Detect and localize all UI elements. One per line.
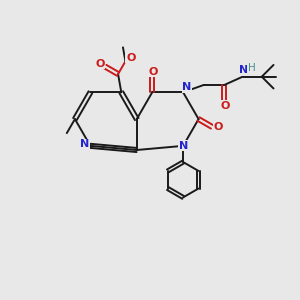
Text: O: O bbox=[220, 100, 230, 111]
Text: H: H bbox=[248, 63, 255, 73]
Text: O: O bbox=[126, 53, 135, 63]
Text: O: O bbox=[149, 67, 158, 77]
Text: N: N bbox=[182, 82, 192, 92]
Text: N: N bbox=[80, 140, 90, 149]
Text: O: O bbox=[214, 122, 223, 132]
Text: O: O bbox=[95, 59, 105, 69]
Text: N: N bbox=[239, 65, 249, 75]
Text: N: N bbox=[178, 141, 188, 151]
